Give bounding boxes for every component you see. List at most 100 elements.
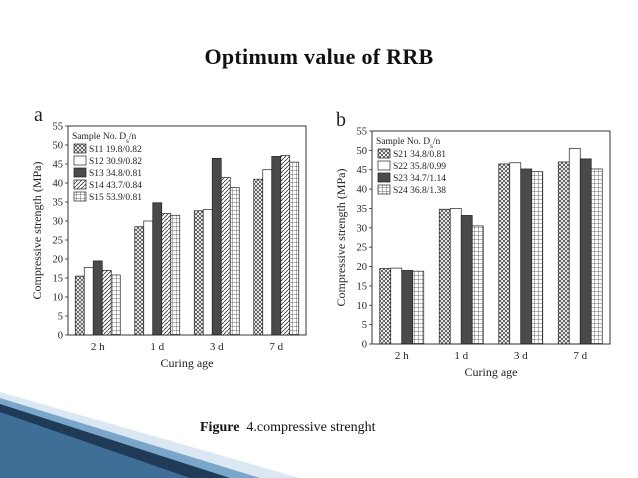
legend-entry: S13 34.8/0.81 <box>89 169 142 179</box>
y-tick-label: 55 <box>53 122 64 133</box>
legend-swatch <box>73 155 87 166</box>
bar-s24-2h <box>412 270 425 345</box>
bar-s12-1d <box>143 220 154 336</box>
y-tick-label: 5 <box>58 312 63 323</box>
y-tick-label: 50 <box>357 146 368 157</box>
panel-label-b: b <box>336 109 346 131</box>
bar-s11-7d <box>253 178 264 336</box>
bar-s21-2h <box>379 268 392 345</box>
legend-swatch <box>377 148 391 159</box>
y-tick-label: 0 <box>362 340 367 351</box>
x-tick-label: 7 d <box>269 341 283 353</box>
y-tick-label: 0 <box>58 331 63 342</box>
y-tick-label: 45 <box>357 165 368 176</box>
bar-s24-3d <box>531 171 544 345</box>
y-tick-label: 25 <box>357 243 368 254</box>
bar-s15-3d <box>229 187 240 336</box>
legend-entry: S21 34.8/0.81 <box>393 150 446 160</box>
legend-swatch <box>73 191 87 202</box>
bar-s11-3d <box>193 210 204 336</box>
y-tick-label: 25 <box>53 236 64 247</box>
plot-frame <box>67 125 307 336</box>
x-axis-title: Curing age <box>161 356 214 370</box>
bar-s22-7d <box>568 148 581 345</box>
legend-entry: S11 19.8/0.82 <box>89 145 142 155</box>
legend-entry: S12 30.9/0.82 <box>89 157 142 167</box>
x-tick-label: 3 d <box>514 350 528 362</box>
bar-s23-2h <box>401 270 414 345</box>
bar-s22-2h <box>390 267 403 345</box>
y-tick-label: 20 <box>53 255 64 266</box>
bar-s21-3d <box>498 163 511 345</box>
bar-s11-2h <box>74 275 85 336</box>
y-tick-label: 45 <box>53 160 64 171</box>
x-axis-title: Curing age <box>465 365 518 379</box>
bar-s14-1d <box>161 213 172 336</box>
legend-swatch <box>73 143 87 154</box>
bar-s11-1d <box>134 226 145 336</box>
y-tick-label: 10 <box>357 301 368 312</box>
bar-s15-2h <box>110 274 121 336</box>
bar-s14-3d <box>220 176 231 336</box>
y-tick-label: 35 <box>357 204 368 215</box>
x-tick-label: 1 d <box>454 350 468 362</box>
bar-s14-2h <box>101 270 112 336</box>
y-tick-label: 5 <box>362 320 367 331</box>
bar-s23-7d <box>579 158 592 345</box>
bar-s15-7d <box>289 161 300 336</box>
y-tick-label: 40 <box>357 185 368 196</box>
y-tick-label: 30 <box>53 217 64 228</box>
bar-s23-1d <box>460 215 473 345</box>
x-tick-label: 3 d <box>210 341 224 353</box>
legend-entry: S15 53.9/0.81 <box>89 193 142 203</box>
y-axis-title: Compressive strength (MPa) <box>30 162 44 300</box>
caption-text: 4.compressive strenght <box>246 420 376 435</box>
legend-swatch <box>377 160 391 171</box>
x-tick-label: 2 h <box>395 350 409 362</box>
y-tick-label: 50 <box>53 141 64 152</box>
legend-swatch <box>73 179 87 190</box>
bar-s13-3d <box>211 157 222 336</box>
y-tick-label: 15 <box>357 281 368 292</box>
y-tick-label: 35 <box>53 198 64 209</box>
y-tick-label: 40 <box>53 179 64 190</box>
legend-title: Sample No. Ds/n <box>72 132 136 145</box>
bar-s12-3d <box>202 209 213 336</box>
y-tick-label: 55 <box>357 127 368 138</box>
bar-s21-7d <box>557 161 570 345</box>
bar-s15-1d <box>170 214 181 336</box>
legend-entry: S23 34.7/1.14 <box>393 174 446 184</box>
x-tick-label: 1 d <box>150 341 164 353</box>
chart-b: 0 5 10 15 20 25 30 35 40 45 50 55 2 h 1 d 3 d 7 d Curing… <box>334 127 611 379</box>
bar-s13-2h <box>92 260 103 336</box>
x-tick-label: 2 h <box>91 341 105 353</box>
panel-label-a: a <box>34 104 43 126</box>
y-tick-label: 20 <box>357 262 368 273</box>
bar-s22-3d <box>509 162 522 345</box>
y-tick-label: 30 <box>357 223 368 234</box>
figure-caption: Figure 4.compressive strenght <box>200 420 376 436</box>
legend-swatch <box>377 172 391 183</box>
bar-s12-2h <box>83 267 94 336</box>
legend-entry: S22 35.8/0.99 <box>393 162 446 172</box>
legend-title: Sample No. Ds/n <box>376 137 440 150</box>
chart-a: 0 5 10 15 20 25 30 35 40 45 50 55 2 h 1 d 3 d 7 d Curing… <box>30 122 307 370</box>
y-tick-label: 10 <box>53 293 64 304</box>
caption-bold: Figure <box>200 420 240 435</box>
bar-s22-1d <box>449 208 462 345</box>
x-tick-label: 7 d <box>573 350 587 362</box>
bar-s13-1d <box>152 202 163 336</box>
bar-s24-1d <box>471 225 484 345</box>
slide-title: Optimum value of RRB <box>204 44 434 69</box>
legend-entry: S14 43.7/0.84 <box>89 181 142 191</box>
plot-frame <box>371 130 611 345</box>
legend-swatch <box>377 184 391 195</box>
bar-s23-3d <box>520 168 533 345</box>
y-axis-title: Compressive strength (MPa) <box>334 169 348 307</box>
bar-s21-1d <box>438 208 451 345</box>
legend-swatch <box>73 167 87 178</box>
legend-entry: S24 36.8/1.38 <box>393 186 446 196</box>
y-tick-label: 15 <box>53 274 64 285</box>
bar-s13-7d <box>271 156 282 336</box>
